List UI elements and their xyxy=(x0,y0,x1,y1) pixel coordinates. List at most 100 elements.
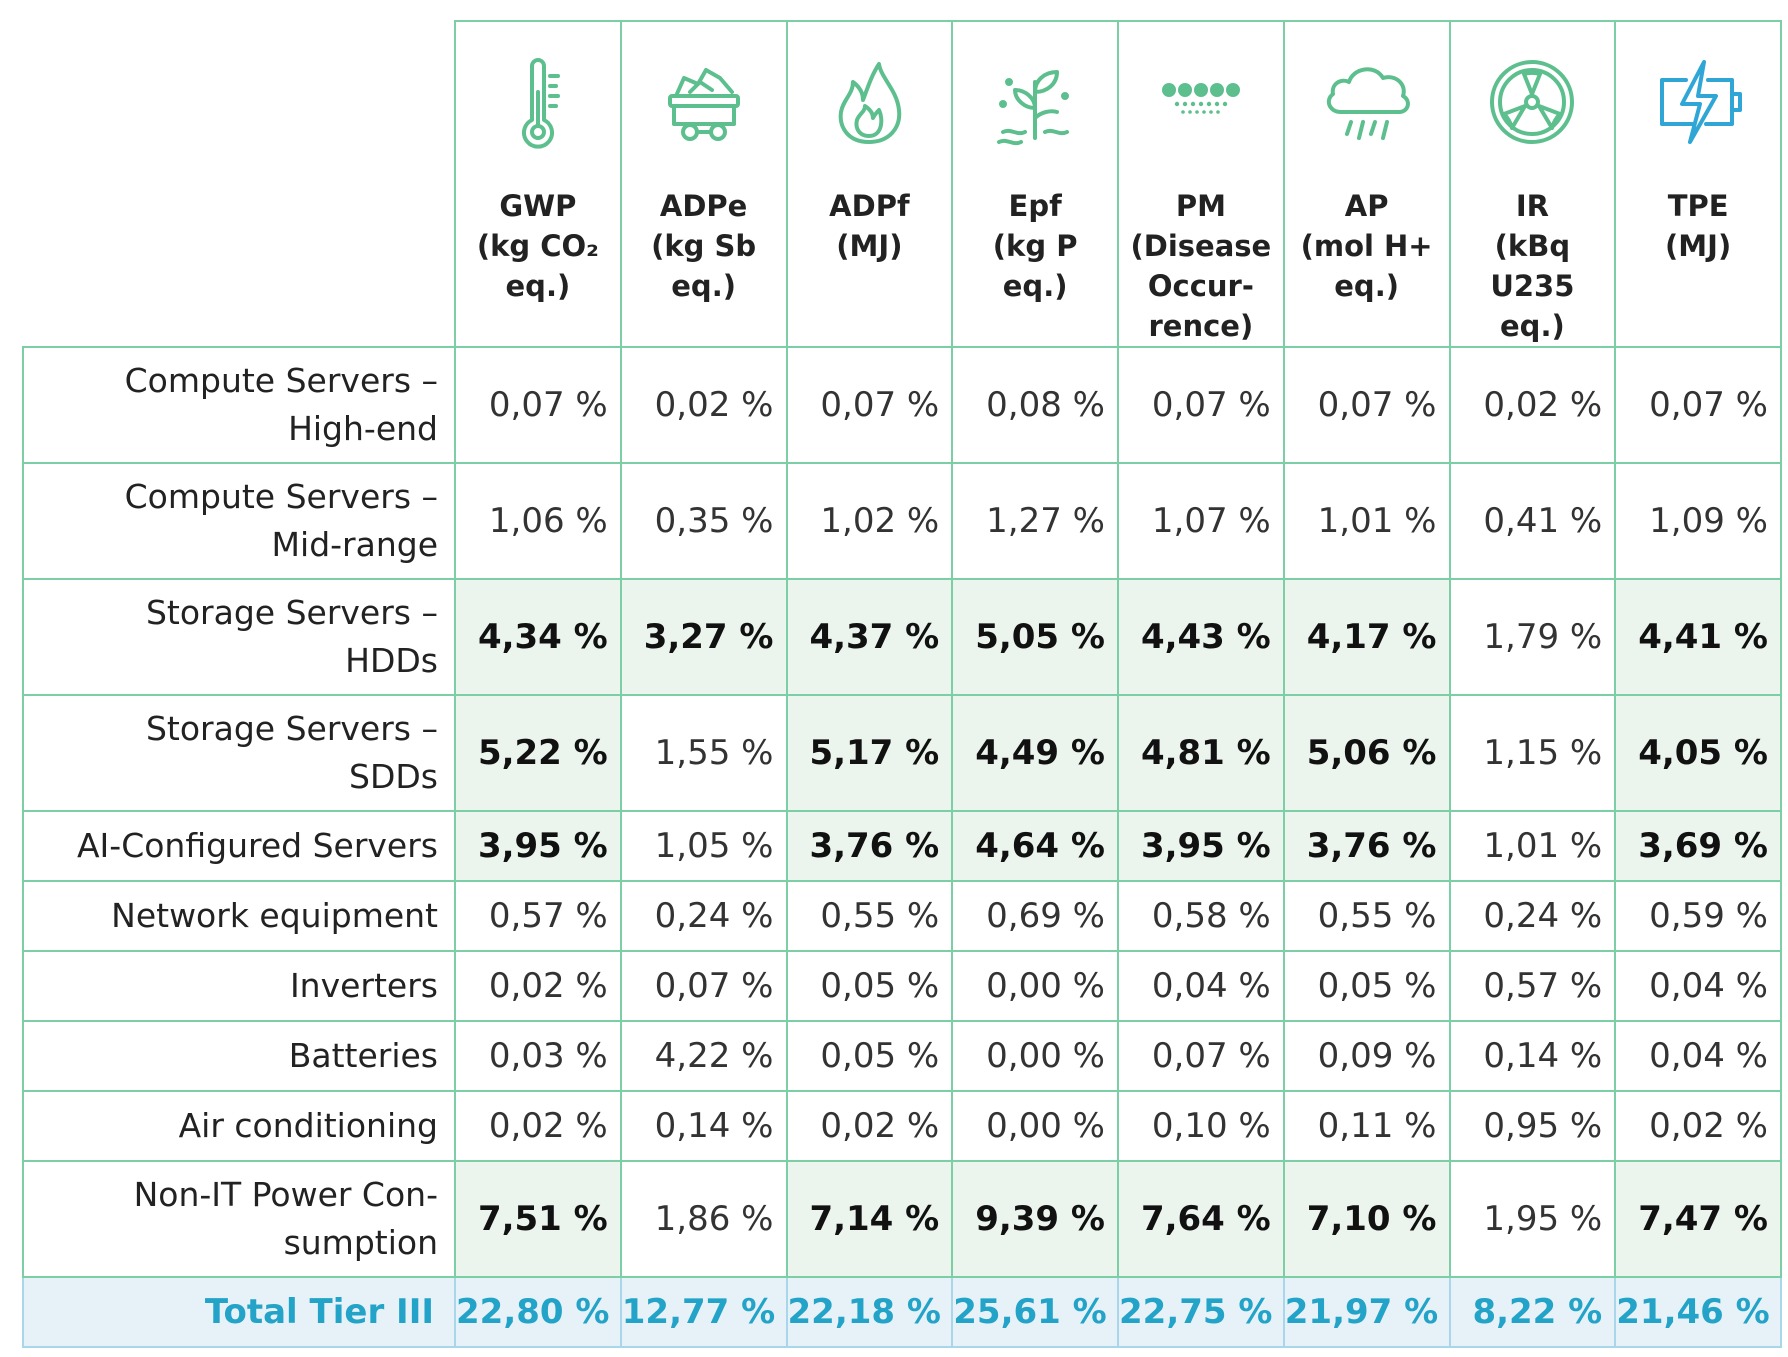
column-header-line: TPE xyxy=(1667,189,1729,223)
value-cell: 0,57 % xyxy=(454,880,622,952)
row-label: Compute Servers – High-end xyxy=(22,346,456,464)
particles-icon xyxy=(1161,83,1240,114)
column-header-line: (kBq xyxy=(1494,229,1571,263)
column-header-ap: AP (mol H+ eq.) xyxy=(1282,20,1451,348)
value-cell: 5,05 % xyxy=(951,578,1119,696)
total-value-cell: 22,80 % xyxy=(454,1276,622,1348)
row-label-line: Storage Servers – xyxy=(145,593,438,632)
row-label: Storage Servers – HDDs xyxy=(22,578,456,696)
value-cell: 1,79 % xyxy=(1448,578,1617,696)
value-cell: 1,05 % xyxy=(619,810,788,882)
column-header-pm: PM (Disease Occur- rence) xyxy=(1117,20,1285,348)
value-cell: 1,95 % xyxy=(1448,1160,1617,1278)
column-header-epf: Epf (kg P eq.) xyxy=(951,20,1119,348)
column-header-line: IR xyxy=(1515,189,1549,223)
total-value-cell: 21,97 % xyxy=(1282,1276,1451,1348)
total-value-cell: 8,22 % xyxy=(1448,1276,1617,1348)
value-cell: 7,10 % xyxy=(1282,1160,1451,1278)
value-cell: 0,58 % xyxy=(1117,880,1285,952)
table-row: AI-Configured Servers 3,95 % 1,05 % 3,76… xyxy=(22,810,1782,882)
corner-cell xyxy=(23,21,455,347)
value-cell: 0,07 % xyxy=(454,346,622,464)
row-label-line: High-end xyxy=(288,409,438,448)
flame-icon xyxy=(839,62,902,144)
plant-sprout-icon xyxy=(997,70,1070,146)
value-cell: 0,55 % xyxy=(785,880,954,952)
value-cell: 0,55 % xyxy=(1282,880,1451,952)
acid-rain-cloud-icon xyxy=(1326,67,1410,140)
table-row: Compute Servers – High-end 0,07 % 0,02 % … xyxy=(22,346,1782,464)
row-label-line: Network equipment xyxy=(111,896,438,935)
column-header-line: (kg P xyxy=(992,229,1078,263)
row-label-line: Air conditioning xyxy=(178,1106,438,1145)
column-header-line: Occur- xyxy=(1147,269,1254,303)
table-body: Compute Servers – High-end 0,07 % 0,02 % … xyxy=(22,346,1782,1348)
table-row: Storage Servers – SDDs 5,22 % 1,55 % 5,17… xyxy=(22,694,1782,812)
total-label: Total Tier III xyxy=(22,1276,456,1348)
value-cell: 1,02 % xyxy=(785,462,954,580)
value-cell: 0,02 % xyxy=(454,1090,622,1162)
value-cell: 1,27 % xyxy=(951,462,1119,580)
column-header-line: (MJ) xyxy=(1665,229,1732,263)
battery-bolt-icon xyxy=(1660,60,1743,144)
row-label: Batteries xyxy=(22,1020,456,1092)
value-cell: 4,17 % xyxy=(1282,578,1451,696)
value-cell: 0,05 % xyxy=(785,1020,954,1092)
row-label-line: sumption xyxy=(283,1223,438,1262)
row-label: Air conditioning xyxy=(22,1090,456,1162)
row-label-line: SDDs xyxy=(349,757,438,796)
value-cell: 1,07 % xyxy=(1117,462,1285,580)
table-row: Air conditioning 0,02 % 0,14 % 0,02 % 0,… xyxy=(22,1090,1782,1162)
value-cell: 0,07 % xyxy=(785,346,954,464)
column-header-line: Epf xyxy=(1008,189,1062,223)
value-cell: 0,02 % xyxy=(1448,346,1617,464)
value-cell: 0,59 % xyxy=(1614,880,1782,952)
row-label: Inverters xyxy=(22,950,456,1022)
table-row: Batteries 0,03 % 4,22 % 0,05 % 0,00 % 0,… xyxy=(22,1020,1782,1092)
value-cell: 3,76 % xyxy=(785,810,954,882)
value-cell: 4,22 % xyxy=(619,1020,788,1092)
radiation-icon xyxy=(1490,60,1575,144)
value-cell: 0,02 % xyxy=(785,1090,954,1162)
row-label: Storage Servers – SDDs xyxy=(22,694,456,812)
row-label: Network equipment xyxy=(22,880,456,952)
column-header-line: eq.) xyxy=(671,269,736,303)
value-cell: 3,69 % xyxy=(1614,810,1782,882)
value-cell: 0,95 % xyxy=(1448,1090,1617,1162)
value-cell: 4,81 % xyxy=(1117,694,1285,812)
column-header-line: eq.) xyxy=(505,269,571,303)
column-header-line: (kg CO₂ xyxy=(476,229,599,263)
total-value-cell: 22,75 % xyxy=(1117,1276,1285,1348)
column-header-line: GWP xyxy=(499,189,577,223)
row-label: Non-IT Power Con-sumption xyxy=(22,1160,456,1278)
value-cell: 4,43 % xyxy=(1117,578,1285,696)
column-header-line: eq.) xyxy=(1334,269,1399,303)
value-cell: 4,64 % xyxy=(951,810,1119,882)
mine-cart-icon xyxy=(667,68,740,141)
value-cell: 4,41 % xyxy=(1614,578,1782,696)
value-cell: 0,07 % xyxy=(619,950,788,1022)
value-cell: 7,14 % xyxy=(785,1160,954,1278)
value-cell: 4,49 % xyxy=(951,694,1119,812)
value-cell: 4,37 % xyxy=(785,578,954,696)
value-cell: 3,95 % xyxy=(454,810,622,882)
value-cell: 7,51 % xyxy=(454,1160,622,1278)
value-cell: 0,04 % xyxy=(1614,950,1782,1022)
value-cell: 0,09 % xyxy=(1282,1020,1451,1092)
value-cell: 5,22 % xyxy=(454,694,622,812)
value-cell: 7,47 % xyxy=(1614,1160,1782,1278)
value-cell: 1,15 % xyxy=(1448,694,1617,812)
row-label-line: AI-Configured Servers xyxy=(76,826,438,865)
column-header-tpe: TPE (MJ) xyxy=(1614,20,1782,348)
value-cell: 0,03 % xyxy=(454,1020,622,1092)
total-row: Total Tier III 22,80 % 12,77 % 22,18 % 2… xyxy=(22,1276,1782,1348)
value-cell: 5,17 % xyxy=(785,694,954,812)
table-row: Inverters 0,02 % 0,07 % 0,05 % 0,00 % 0,… xyxy=(22,950,1782,1022)
table-row: Non-IT Power Con-sumption 7,51 % 1,86 % … xyxy=(22,1160,1782,1278)
column-header-line: (MJ) xyxy=(836,229,903,263)
value-cell: 0,35 % xyxy=(619,462,788,580)
column-header-line: rence) xyxy=(1148,309,1254,343)
row-label-line: Inverters xyxy=(289,966,438,1005)
row-label: AI-Configured Servers xyxy=(22,810,456,882)
value-cell: 0,24 % xyxy=(1448,880,1617,952)
